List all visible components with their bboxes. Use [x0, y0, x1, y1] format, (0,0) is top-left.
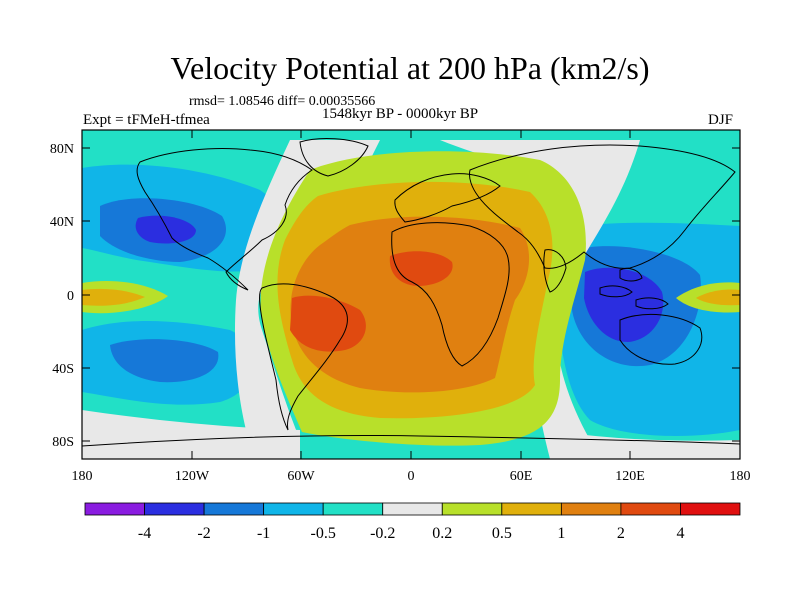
colorbar-swatch [441, 502, 503, 516]
colorbar-swatch [501, 502, 562, 516]
season-label: DJF [708, 112, 734, 128]
lat-label: 40S [52, 362, 74, 377]
colorbar-label: 2 [617, 525, 625, 542]
lon-label: 0 [408, 469, 415, 484]
colorbar-swatch [680, 502, 741, 516]
colorbar-label: 0.2 [432, 525, 452, 542]
colorbar-label: -1 [257, 525, 270, 542]
chart-title: Velocity Potential at 200 hPa (km2/s) [170, 50, 650, 86]
velocity-potential-field [82, 130, 740, 459]
colorbar-swatch [144, 502, 205, 516]
lat-label: 0 [67, 289, 74, 304]
experiment-label: Expt = tFMeH-tfmea [83, 112, 210, 128]
period-label: 1548kyr BP - 0000kyr BP [322, 106, 479, 122]
colorbar [84, 502, 741, 516]
lat-label: 80N [50, 142, 74, 157]
lon-label: 60W [287, 469, 315, 484]
stats-line: rmsd= 1.08546 diff= 0.00035566 [189, 94, 376, 109]
colorbar-swatch [84, 502, 145, 516]
lat-label: 40N [50, 215, 74, 230]
colorbar-swatch [382, 502, 443, 516]
colorbar-swatch [560, 502, 622, 516]
colorbar-label: 1 [557, 525, 565, 542]
lat-label: 80S [52, 435, 74, 450]
lon-label: 180 [730, 469, 751, 484]
colorbar-swatch [263, 502, 324, 516]
colorbar-label: 4 [676, 525, 684, 542]
lon-label: 60E [510, 469, 533, 484]
colorbar-label: -0.5 [311, 525, 336, 542]
coastlines [82, 138, 740, 447]
colorbar-swatch [322, 502, 384, 516]
colorbar-label: -0.2 [370, 525, 395, 542]
lon-ticks [81, 130, 741, 459]
colorbar-label: -4 [138, 525, 151, 542]
lon-label: 120W [175, 469, 210, 484]
lon-label: 180 [72, 469, 93, 484]
lat-ticks [82, 147, 740, 442]
colorbar-labels: -4 -2 -1 -0.5 -0.2 0.2 0.5 1 2 4 [138, 525, 685, 542]
colorbar-swatch [620, 502, 681, 516]
colorbar-label: 0.5 [492, 525, 512, 542]
colorbar-swatch [203, 502, 265, 516]
colorbar-label: -2 [197, 525, 210, 542]
lon-label: 120E [615, 469, 645, 484]
